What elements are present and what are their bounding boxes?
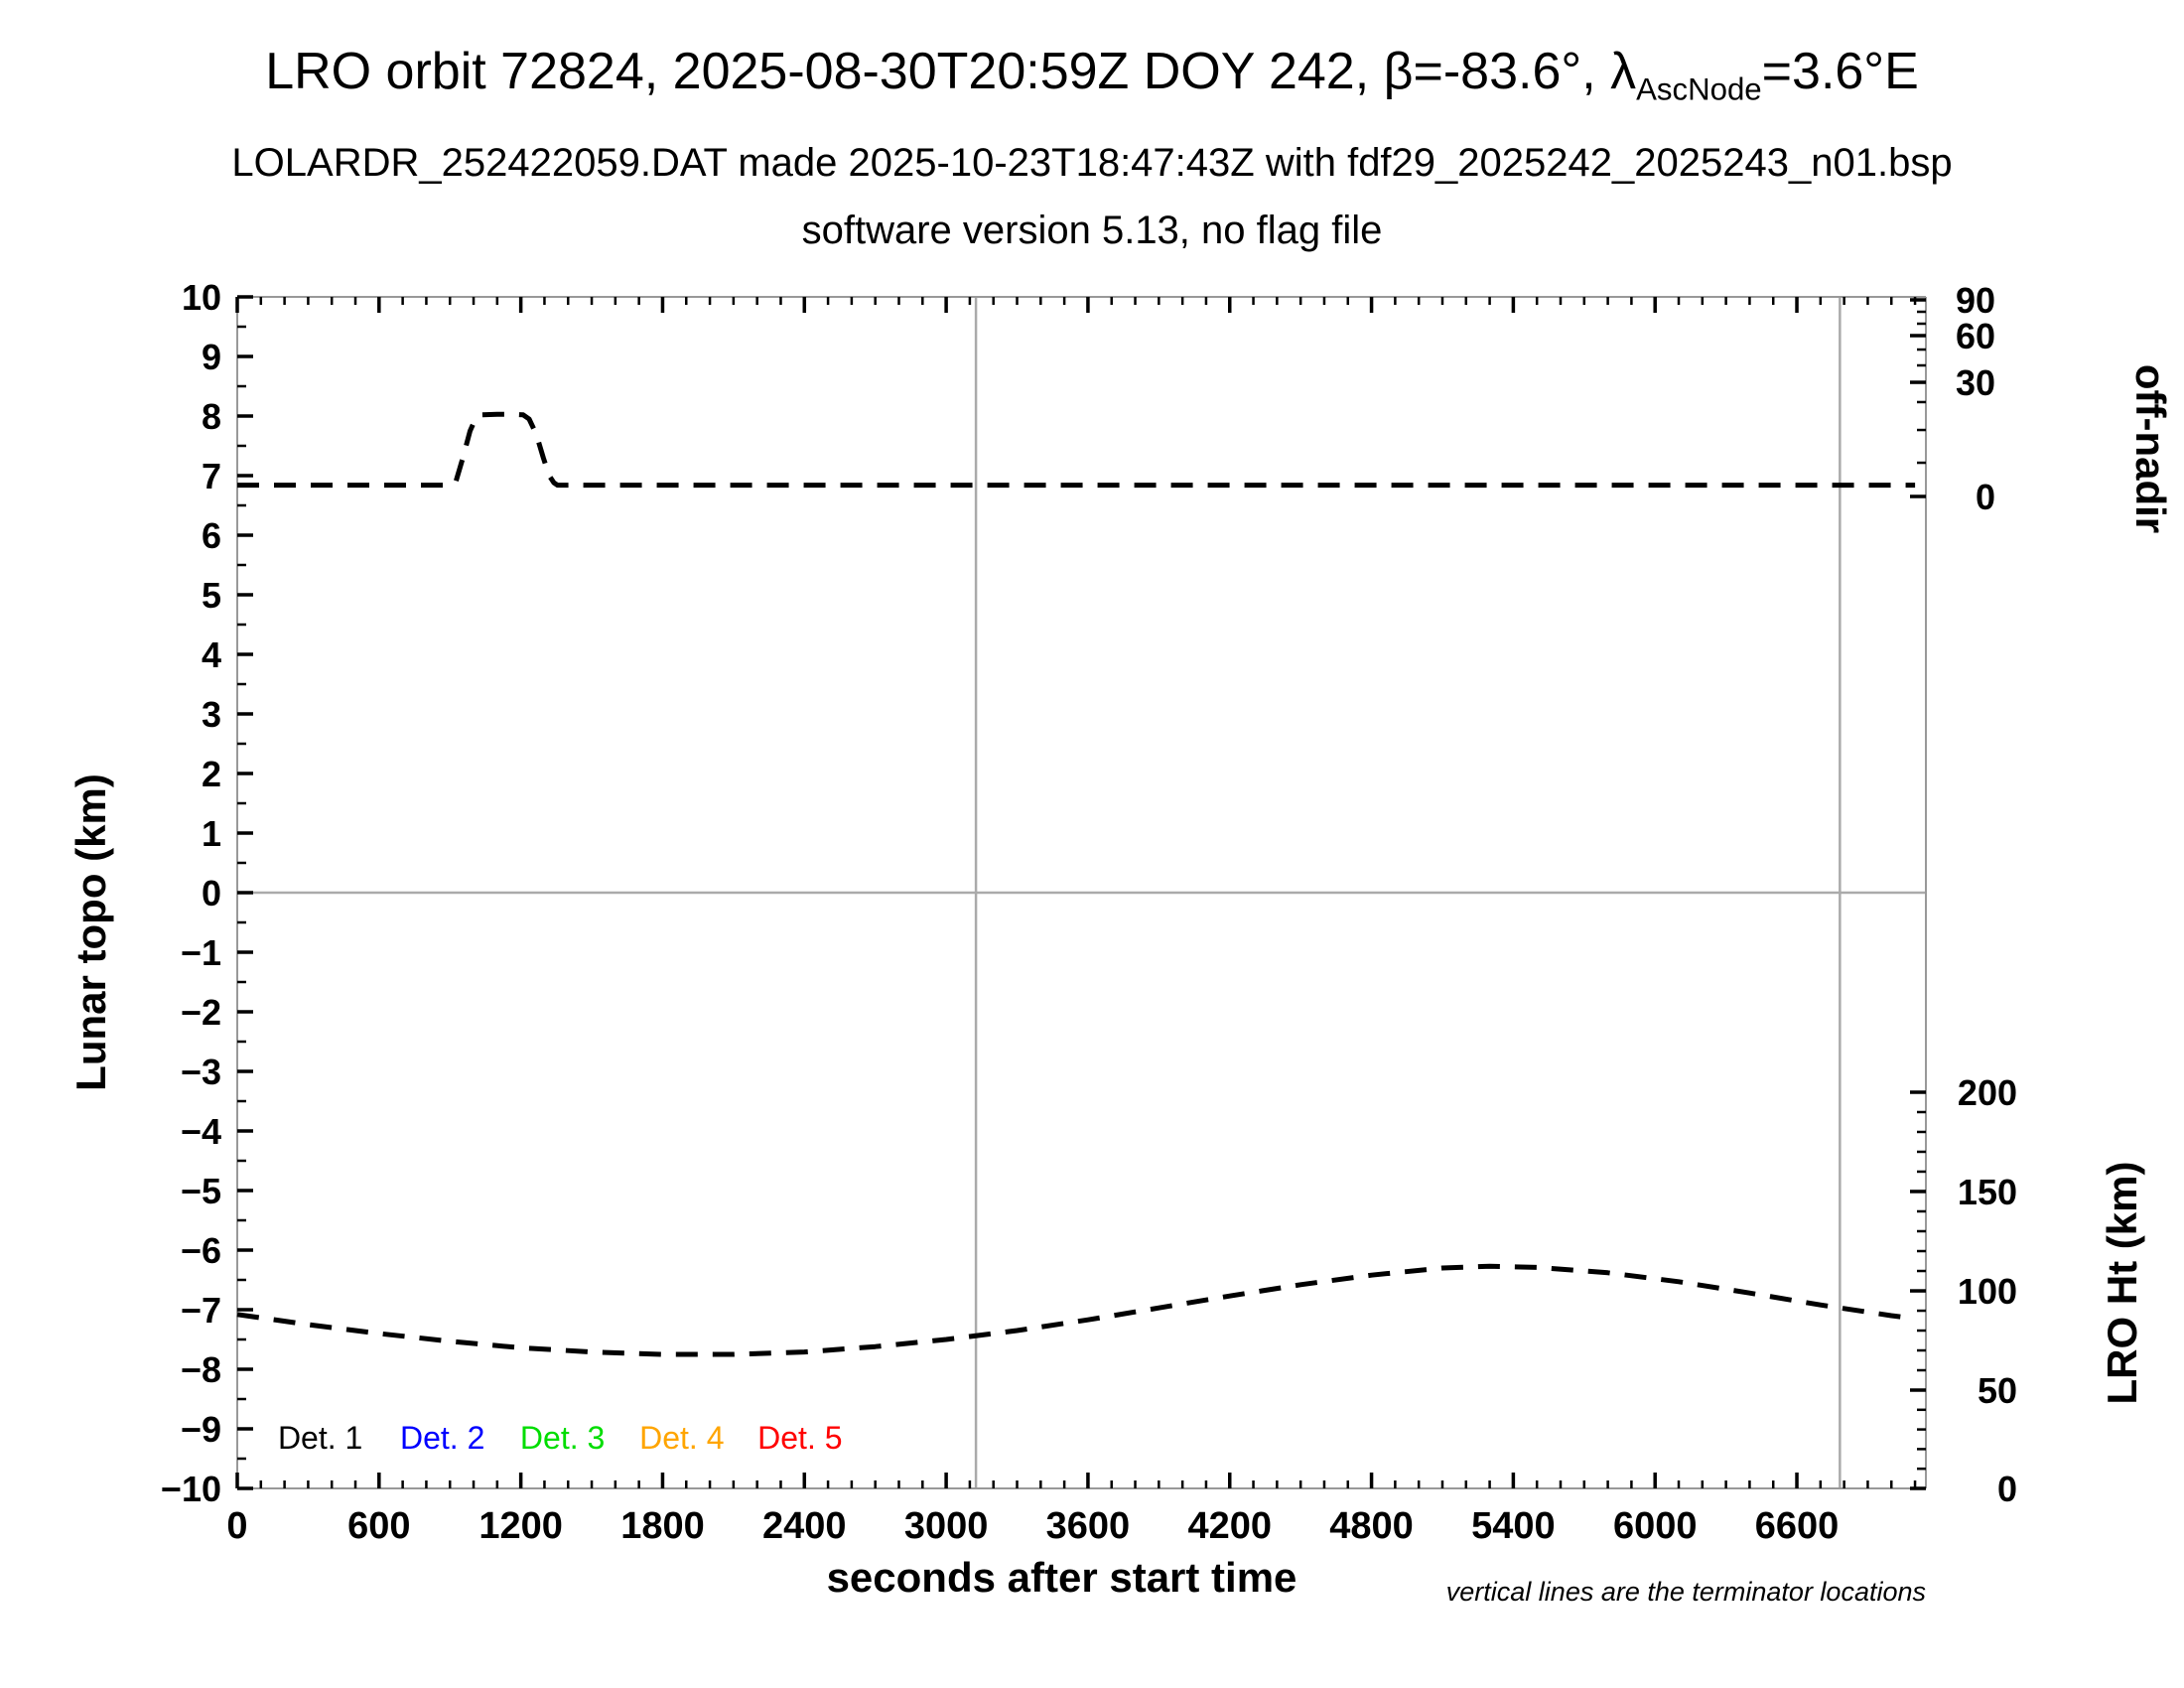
x-axis-tick-label: 4800 bbox=[1329, 1505, 1414, 1547]
lro-ht-tick-label: 150 bbox=[1958, 1172, 2017, 1212]
offnadir-tick-label: 90 bbox=[1956, 280, 1995, 321]
x-axis-tick-label: 6000 bbox=[1613, 1505, 1698, 1547]
plot-title-prefix: LRO orbit 72824, 2025-08-30T20:59Z DOY 2… bbox=[265, 43, 1637, 100]
x-axis-tick-label: 3000 bbox=[904, 1505, 989, 1547]
plot-title-subscript: AscNode bbox=[1636, 71, 1762, 107]
left-axis-tick-label: 7 bbox=[202, 456, 221, 496]
plot-subtitle-version: software version 5.13, no flag file bbox=[801, 209, 1383, 252]
left-axis-title: Lunar topo (km) bbox=[68, 774, 114, 1091]
left-axis-tick-label: −4 bbox=[181, 1111, 221, 1152]
x-axis-tick-label: 3600 bbox=[1046, 1505, 1131, 1547]
left-axis-tick-label: 1 bbox=[202, 813, 221, 854]
terminator-note: vertical lines are the terminator locati… bbox=[1446, 1577, 1926, 1607]
legend-item-label: Det. 1 bbox=[278, 1420, 362, 1456]
legend-item-label: Det. 3 bbox=[520, 1420, 605, 1456]
offnadir-tick-label: 0 bbox=[1976, 477, 1995, 517]
left-axis-tick-label: −8 bbox=[181, 1349, 221, 1390]
left-axis-tick-label: −1 bbox=[181, 932, 221, 973]
left-axis-tick-label: 8 bbox=[202, 396, 221, 437]
plot-title: LRO orbit 72824, 2025-08-30T20:59Z DOY 2… bbox=[0, 42, 2184, 107]
left-axis-tick-label: −5 bbox=[181, 1171, 221, 1211]
x-axis-tick-label: 1800 bbox=[620, 1505, 705, 1547]
x-axis-tick-label: 2400 bbox=[762, 1505, 847, 1547]
lro-ht-axis-title: LRO Ht (km) bbox=[2099, 1162, 2145, 1405]
x-axis-tick-label: 0 bbox=[226, 1505, 247, 1547]
left-axis-tick-label: 0 bbox=[202, 873, 221, 914]
x-axis-tick-label: 1200 bbox=[478, 1505, 563, 1547]
offnadir-tick-label: 30 bbox=[1956, 362, 1995, 403]
left-axis-tick-label: −10 bbox=[161, 1469, 221, 1509]
x-axis-title: seconds after start time bbox=[827, 1554, 1297, 1601]
left-axis-tick-label: 4 bbox=[202, 634, 221, 675]
left-axis-tick-label: 10 bbox=[182, 277, 221, 318]
left-axis-tick-label: −2 bbox=[181, 992, 221, 1033]
left-axis-tick-label: −9 bbox=[181, 1409, 221, 1450]
left-axis-tick-label: 3 bbox=[202, 694, 221, 735]
plot-title-suffix: =3.6°E bbox=[1761, 43, 1919, 100]
left-axis-tick-label: 2 bbox=[202, 754, 221, 794]
lro-ht-tick-label: 200 bbox=[1958, 1072, 2017, 1113]
off-nadir-angle-curve bbox=[237, 411, 1916, 489]
x-axis-tick-label: 4200 bbox=[1187, 1505, 1272, 1547]
offnadir-axis-title: off-nadir bbox=[2127, 364, 2174, 533]
lro-ht-tick-label: 0 bbox=[1997, 1469, 2017, 1509]
legend-item-label: Det. 4 bbox=[639, 1420, 724, 1456]
legend-item-label: Det. 2 bbox=[400, 1420, 484, 1456]
left-axis-tick-label: 6 bbox=[202, 515, 221, 556]
left-axis-tick-label: 9 bbox=[202, 337, 221, 377]
legend-item-label: Det. 5 bbox=[757, 1420, 842, 1456]
left-axis-tick-label: 5 bbox=[202, 575, 221, 616]
x-axis-tick-label: 6600 bbox=[1755, 1505, 1840, 1547]
plot-subtitle-file: LOLARDR_252422059.DAT made 2025-10-23T18… bbox=[231, 141, 1953, 185]
x-axis-tick-label: 600 bbox=[347, 1505, 410, 1547]
lro-ht-tick-label: 100 bbox=[1958, 1271, 2017, 1312]
lro-height-curve bbox=[236, 1263, 1916, 1357]
x-axis-tick-label: 5400 bbox=[1471, 1505, 1556, 1547]
left-axis-tick-label: −3 bbox=[181, 1052, 221, 1092]
lro-ht-tick-label: 50 bbox=[1978, 1370, 2017, 1411]
left-axis-tick-label: −7 bbox=[181, 1290, 221, 1331]
left-axis-tick-label: −6 bbox=[181, 1230, 221, 1271]
offnadir-tick-label: 60 bbox=[1956, 316, 1995, 356]
